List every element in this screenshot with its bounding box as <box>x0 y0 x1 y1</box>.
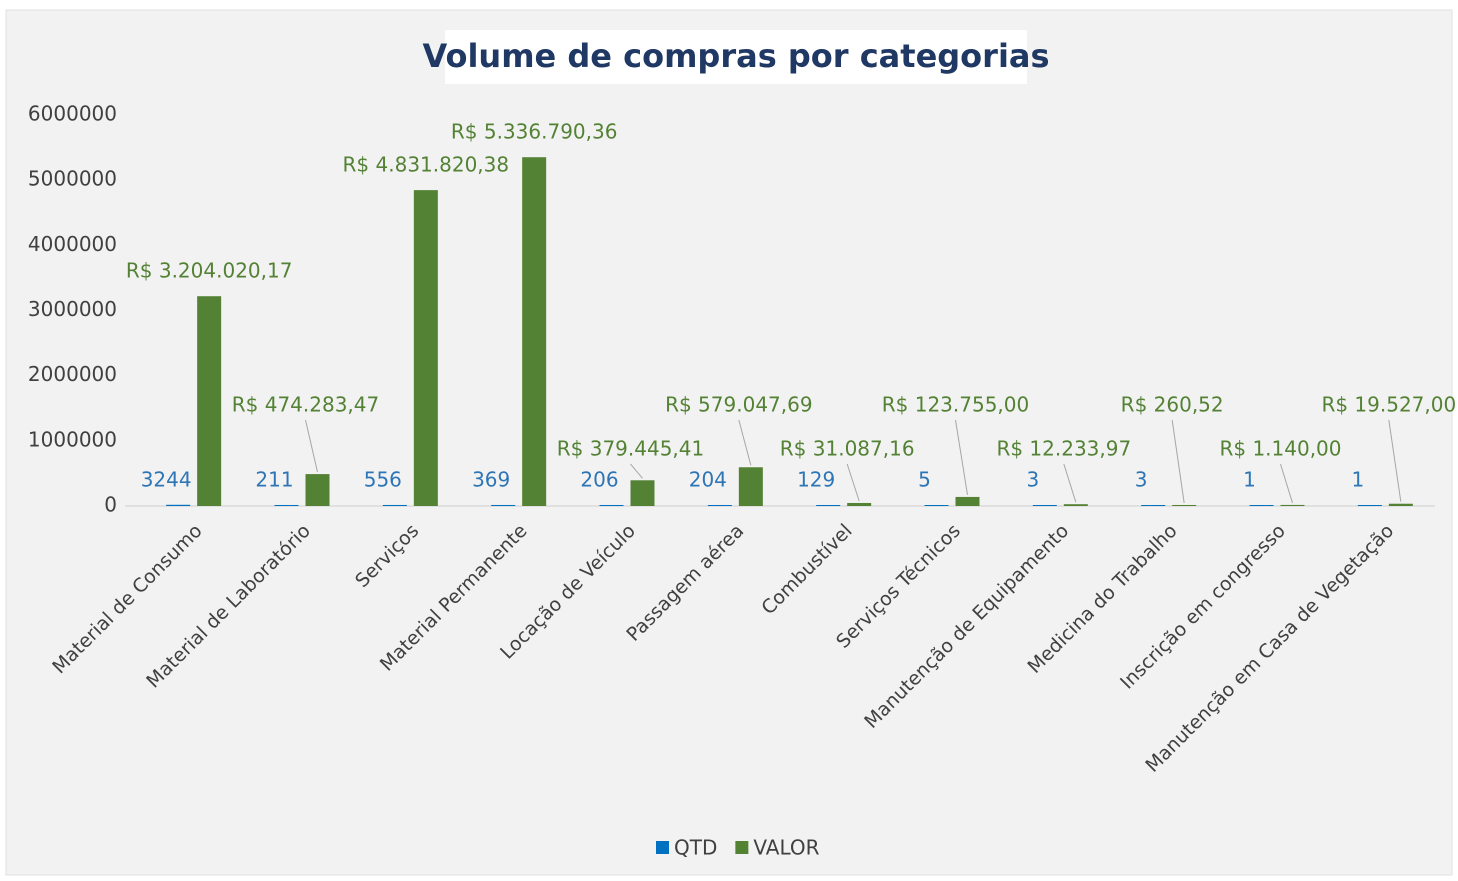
bar <box>955 496 980 506</box>
bar <box>522 157 547 506</box>
data-label: R$ 19.527,00 <box>1321 393 1456 417</box>
chart-title: Volume de compras por categorias <box>422 37 1049 75</box>
leader-line <box>1280 463 1293 504</box>
y-tick-label: 1000000 <box>28 427 117 451</box>
bar <box>707 504 732 506</box>
y-tick-label: 0 <box>104 493 117 517</box>
bar <box>382 504 407 506</box>
bar <box>1280 504 1305 506</box>
y-tick-label: 3000000 <box>28 297 117 321</box>
leader-line <box>1171 419 1185 504</box>
bar <box>1357 504 1382 506</box>
data-label: 5 <box>918 467 931 491</box>
bar <box>274 504 299 506</box>
data-label: R$ 3.204.020,17 <box>126 259 293 283</box>
bar <box>1032 504 1057 506</box>
bar <box>816 504 841 506</box>
bar <box>847 502 872 506</box>
data-label: R$ 31.087,16 <box>780 437 915 461</box>
data-label: 3 <box>1135 467 1148 491</box>
data-label: R$ 579.047,69 <box>665 393 813 417</box>
data-label: 211 <box>255 467 293 491</box>
leader-line <box>846 463 860 502</box>
y-tick-label: 4000000 <box>28 232 117 256</box>
bar <box>1172 504 1197 506</box>
data-label: 3 <box>1026 467 1039 491</box>
bar <box>1063 504 1088 506</box>
data-label: 129 <box>797 467 835 491</box>
bar <box>491 504 516 506</box>
data-label: 556 <box>364 467 402 491</box>
bar <box>166 504 191 506</box>
data-label: R$ 474.283,47 <box>232 393 380 417</box>
bar <box>1388 503 1413 506</box>
bar <box>1141 504 1166 506</box>
data-label: 369 <box>472 467 510 491</box>
legend-label: VALOR <box>753 836 819 860</box>
leader-line <box>738 419 752 466</box>
leader-line <box>305 419 318 473</box>
y-tick-label: 5000000 <box>28 167 117 191</box>
data-label: R$ 4.831.820,38 <box>343 153 510 177</box>
bar <box>599 504 624 506</box>
data-label: R$ 123.755,00 <box>882 393 1030 417</box>
bar <box>630 480 655 506</box>
data-label: R$ 1.140,00 <box>1219 437 1341 461</box>
data-label: 204 <box>689 467 727 491</box>
leader-line <box>1063 463 1077 503</box>
bar <box>305 474 330 506</box>
legend-swatch <box>656 841 669 854</box>
bar <box>413 190 438 506</box>
data-label: R$ 12.233,97 <box>996 437 1131 461</box>
data-label: 1 <box>1243 467 1256 491</box>
y-tick-label: 2000000 <box>28 362 117 386</box>
legend-swatch <box>735 841 749 854</box>
data-label: 1 <box>1351 467 1364 491</box>
bar <box>1249 504 1274 506</box>
title-box <box>445 30 1027 84</box>
data-label: R$ 260,52 <box>1121 393 1224 417</box>
data-label: R$ 5.336.790,36 <box>451 120 618 144</box>
bar <box>197 296 222 506</box>
leader-line <box>955 419 968 496</box>
bar <box>738 467 763 506</box>
legend-label: QTD <box>674 836 717 860</box>
data-label: 206 <box>580 467 618 491</box>
y-tick-label: 6000000 <box>28 102 117 126</box>
leader-line <box>1388 419 1402 502</box>
bar <box>924 504 949 506</box>
chart-background <box>5 9 1453 876</box>
leader-line <box>630 463 643 479</box>
data-label: R$ 379.445,41 <box>557 437 705 461</box>
data-label: 3244 <box>141 467 192 491</box>
